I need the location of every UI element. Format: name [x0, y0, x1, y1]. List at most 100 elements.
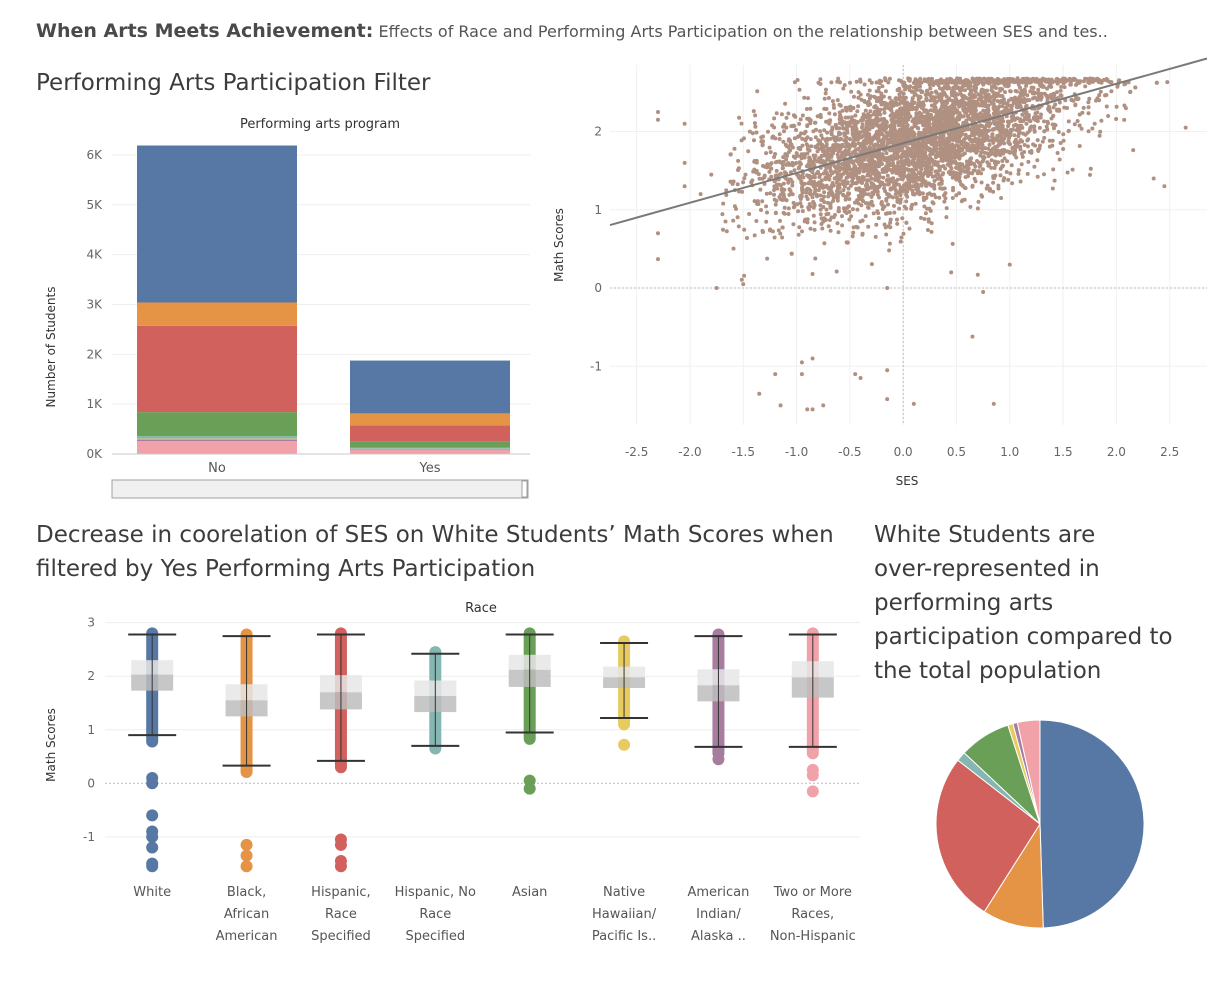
scatter-point — [1036, 91, 1041, 96]
bar-segment[interactable] — [137, 325, 297, 413]
scatter-point — [945, 158, 950, 163]
pie-slice[interactable] — [935, 759, 1041, 913]
box-column[interactable] — [600, 635, 649, 751]
scatter-point — [1024, 121, 1029, 126]
box-column[interactable] — [222, 628, 271, 873]
scatter-point — [806, 162, 811, 167]
scatter-point — [866, 224, 871, 229]
scatter-point — [808, 106, 813, 111]
stacked-bar-chart[interactable]: Performing arts program Number of Studen… — [0, 105, 560, 505]
scatter-point — [1042, 172, 1046, 177]
scatter-point — [872, 120, 877, 124]
scatter-point — [914, 88, 919, 92]
scatter-point — [895, 87, 900, 92]
boxplot-y-tick-label: 1 — [87, 723, 95, 737]
scatter-point — [804, 187, 809, 192]
scatter-point — [812, 227, 817, 232]
scatter-point — [852, 118, 857, 123]
scrollbar-handle[interactable] — [521, 480, 528, 498]
scatter-point — [932, 145, 937, 150]
bar-segment[interactable] — [350, 425, 510, 442]
bar-no[interactable] — [137, 145, 297, 454]
scatter-point — [1032, 78, 1037, 83]
scatter-point — [979, 129, 983, 134]
bar-segment[interactable] — [137, 302, 297, 326]
scatter-point — [1106, 114, 1111, 118]
pie-slice[interactable] — [1039, 719, 1145, 929]
pie-section-title: White Students are over-represented in p… — [874, 518, 1214, 688]
scatter-outlier-point — [655, 117, 660, 122]
bar-segment[interactable] — [137, 412, 297, 437]
scatter-point — [813, 256, 818, 261]
scatter-point — [941, 156, 946, 161]
scatter-point — [731, 179, 736, 184]
scatter-point — [982, 76, 987, 81]
scatter-point — [999, 134, 1004, 139]
bar-segment[interactable] — [350, 441, 510, 448]
scatter-point — [837, 182, 842, 187]
scatter-outlier-point — [981, 289, 986, 294]
bar-yes[interactable] — [350, 360, 510, 454]
scatter-point — [786, 206, 791, 211]
scatter-point — [929, 108, 933, 113]
scatter-point — [886, 182, 891, 187]
scatter-point — [1088, 172, 1092, 177]
bar-chart-scrollbar[interactable] — [111, 479, 529, 499]
scatter-point — [756, 202, 761, 206]
scatter-point — [818, 77, 823, 82]
race-pie-chart[interactable] — [925, 710, 1155, 940]
scatter-point — [832, 112, 837, 117]
bar-segment[interactable] — [350, 449, 510, 451]
bar-segment[interactable] — [350, 413, 510, 426]
scatter-point — [846, 191, 851, 196]
scatter-point — [975, 171, 980, 176]
scatter-point — [1032, 164, 1037, 169]
bar-segment[interactable] — [137, 436, 297, 439]
scatter-point — [838, 137, 843, 142]
bar-segment[interactable] — [137, 439, 297, 442]
scatter-point — [1039, 112, 1043, 117]
scatter-point — [781, 155, 786, 160]
scatter-point — [791, 222, 796, 227]
box-column[interactable] — [505, 627, 554, 795]
box-column[interactable] — [128, 627, 177, 873]
scatter-point — [1032, 127, 1037, 132]
scatter-point — [880, 207, 885, 211]
box-column[interactable] — [411, 646, 460, 755]
scatter-point — [976, 199, 981, 204]
scatter-point — [1004, 105, 1008, 110]
scatter-point — [863, 214, 868, 219]
scatter-point — [1031, 90, 1036, 94]
bar-segment[interactable] — [350, 447, 510, 449]
box-column[interactable] — [316, 627, 365, 873]
scatter-y-tick-label: 0 — [594, 281, 602, 295]
ses-scatter-chart[interactable]: Math Scores SES -2.5 -2.0 -1.5 -1.0 -0.5 0.0 0… — [545, 55, 1215, 495]
scatter-point — [872, 160, 877, 165]
scatter-point — [1077, 144, 1082, 148]
bar-segment[interactable] — [350, 450, 510, 454]
scatter-point — [836, 230, 841, 235]
box-column[interactable] — [694, 628, 743, 766]
scatter-point — [933, 101, 938, 106]
bar-segment[interactable] — [137, 145, 297, 303]
box-column[interactable] — [788, 627, 837, 798]
scatter-point — [962, 197, 967, 202]
scatter-point — [885, 177, 890, 182]
scatter-point — [741, 180, 746, 185]
race-boxplot-chart[interactable]: Race Math Scores -1 0 1 2 3 White Black, Afric… — [0, 595, 870, 955]
scatter-point — [1051, 95, 1056, 100]
scatter-point — [837, 80, 842, 85]
bar-segment[interactable] — [137, 438, 297, 440]
bar-segment[interactable] — [137, 441, 297, 454]
scatter-point — [1058, 88, 1063, 93]
pie-slice[interactable] — [1016, 719, 1041, 825]
trend-line[interactable] — [609, 57, 1208, 227]
scatter-point — [736, 224, 741, 229]
scatter-point — [1050, 186, 1055, 191]
scatter-point — [901, 231, 906, 236]
scatter-point — [736, 168, 740, 172]
bar-segment[interactable] — [350, 360, 510, 414]
scatter-point — [867, 140, 872, 145]
scatter-point — [855, 137, 860, 142]
scatter-point — [781, 124, 786, 129]
